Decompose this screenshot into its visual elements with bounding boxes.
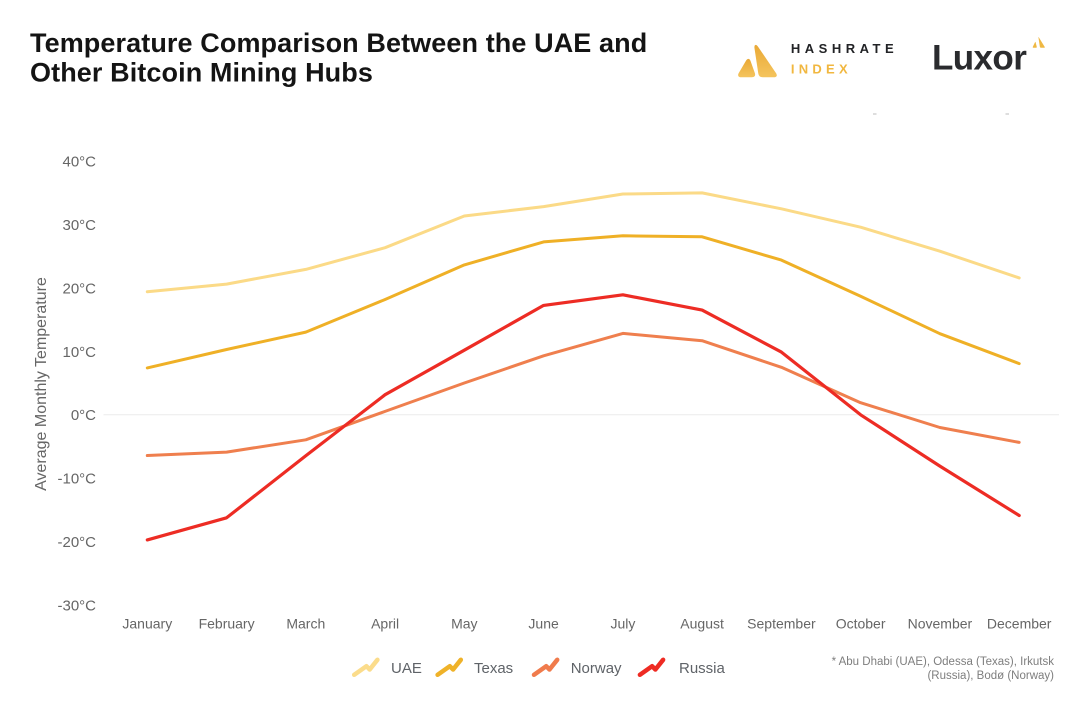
svg-text:April: April <box>371 616 399 632</box>
svg-text:(Russia), Bodø (Norway): (Russia), Bodø (Norway) <box>927 670 1054 682</box>
svg-text:Temperature Comparison Between: Temperature Comparison Between the UAE a… <box>30 28 647 58</box>
svg-text:January: January <box>122 616 172 632</box>
svg-text:August: August <box>680 616 724 632</box>
svg-text:INDEX: INDEX <box>791 62 852 77</box>
svg-text:November: November <box>908 616 973 632</box>
svg-text:Russia: Russia <box>679 660 726 677</box>
svg-text:40°C: 40°C <box>62 154 96 171</box>
svg-text:30°C: 30°C <box>62 217 96 234</box>
svg-text:March: March <box>286 616 325 632</box>
svg-text:* Abu Dhabi (UAE), Odessa (Tex: * Abu Dhabi (UAE), Odessa (Texas), Irkut… <box>832 656 1055 668</box>
svg-text:Other Bitcoin Mining Hubs: Other Bitcoin Mining Hubs <box>30 57 373 87</box>
svg-text:-20°C: -20°C <box>57 534 96 551</box>
svg-text:Norway: Norway <box>571 660 622 677</box>
svg-text:Luxor: Luxor <box>932 39 1027 78</box>
svg-text:UAE: UAE <box>391 660 422 677</box>
svg-text:May: May <box>451 616 477 632</box>
svg-text:December: December <box>987 616 1052 632</box>
svg-text:Average Monthly Temperature: Average Monthly Temperature <box>33 277 50 491</box>
svg-text:10°C: 10°C <box>62 344 96 361</box>
svg-text:September: September <box>747 616 816 632</box>
svg-text:February: February <box>199 616 255 632</box>
svg-text:July: July <box>610 616 635 632</box>
svg-text:HASHRATE: HASHRATE <box>791 41 898 56</box>
svg-text:-30°C: -30°C <box>57 598 96 615</box>
svg-text:20°C: 20°C <box>62 280 96 297</box>
svg-text:-10°C: -10°C <box>57 471 96 488</box>
svg-text:October: October <box>836 616 886 632</box>
svg-text:Texas: Texas <box>474 660 513 677</box>
svg-text:June: June <box>528 616 559 632</box>
svg-text:0°C: 0°C <box>71 407 96 424</box>
